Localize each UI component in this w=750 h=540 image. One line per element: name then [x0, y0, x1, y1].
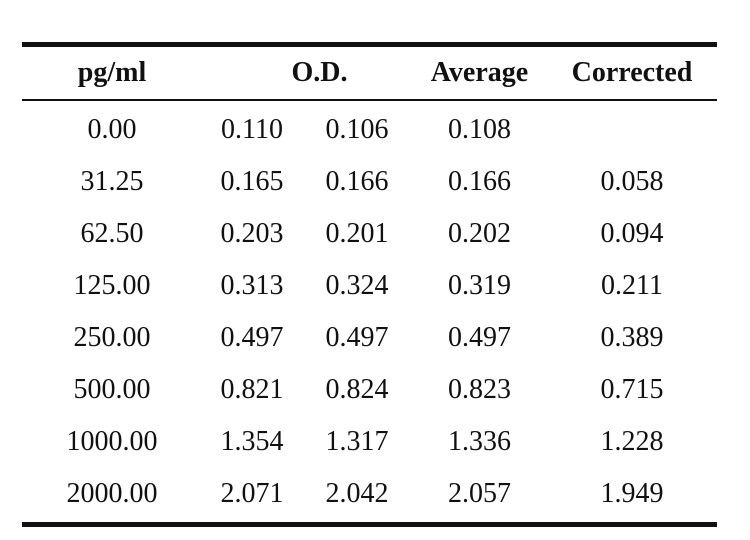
cell-od-2: 0.166: [325, 166, 389, 197]
cell-corrected: 0.058: [600, 166, 664, 197]
cell-od-2: 2.042: [325, 478, 389, 509]
header-od: O.D.: [291, 57, 348, 88]
cell-corrected: 0.211: [601, 270, 663, 301]
data-table: pg/ml O.D. Average Corrected 0.00 0.110 0.…: [22, 42, 717, 527]
cell-od-2: 1.317: [325, 426, 389, 457]
cell-concentration: 2000.00: [66, 478, 158, 509]
cell-corrected: 0.389: [600, 322, 664, 353]
header-concentration: pg/ml: [77, 57, 147, 88]
cell-corrected: [567, 104, 697, 156]
table-row: 62.50 0.203 0.201 0.202 0.094: [22, 208, 717, 260]
table-body: 0.00 0.110 0.106 0.108 31.25 0.165 0.166 0.166 0…: [22, 101, 717, 522]
table-row: 0.00 0.110 0.106 0.108: [22, 104, 717, 156]
cell-average: 0.202: [448, 218, 511, 249]
header-corrected: Corrected: [571, 57, 693, 88]
table-header-rule: [22, 99, 717, 101]
cell-od-1: 0.313: [220, 270, 284, 301]
cell-od-1: 0.497: [220, 322, 284, 353]
table-row: 1000.00 1.354 1.317 1.336 1.228: [22, 416, 717, 468]
cell-average: 1.336: [448, 426, 511, 457]
table-top-rule: [22, 42, 717, 47]
cell-od-1: 0.110: [221, 114, 283, 145]
cell-od-2: 0.106: [325, 114, 389, 145]
table-row: 31.25 0.165 0.166 0.166 0.058: [22, 156, 717, 208]
cell-average: 0.166: [448, 166, 511, 197]
table-row: 250.00 0.497 0.497 0.497 0.389: [22, 312, 717, 364]
cell-concentration: 1000.00: [66, 426, 158, 457]
cell-concentration: 125.00: [73, 270, 151, 301]
header-average: Average: [430, 57, 529, 88]
cell-corrected: 0.094: [600, 218, 664, 249]
cell-average: 0.497: [448, 322, 511, 353]
cell-average: 0.319: [448, 270, 511, 301]
table-row: 500.00 0.821 0.824 0.823 0.715: [22, 364, 717, 416]
cell-od-1: 0.821: [220, 374, 284, 405]
cell-average: 0.823: [448, 374, 511, 405]
table-row: 2000.00 2.071 2.042 2.057 1.949: [22, 468, 717, 520]
cell-concentration: 62.50: [80, 218, 144, 249]
cell-corrected: 1.949: [600, 478, 664, 509]
table-bottom-rule: [22, 522, 717, 527]
cell-od-2: 0.201: [325, 218, 389, 249]
cell-concentration: 500.00: [73, 374, 151, 405]
cell-corrected: 1.228: [600, 426, 664, 457]
cell-average: 2.057: [448, 478, 511, 509]
cell-od-1: 1.354: [220, 426, 284, 457]
cell-od-1: 2.071: [220, 478, 284, 509]
cell-od-2: 0.824: [325, 374, 389, 405]
cell-od-2: 0.324: [325, 270, 389, 301]
cell-concentration: 31.25: [80, 166, 144, 197]
cell-concentration: 0.00: [87, 114, 137, 145]
table-header-row: pg/ml O.D. Average Corrected: [22, 47, 717, 99]
cell-concentration: 250.00: [73, 322, 151, 353]
cell-corrected: 0.715: [600, 374, 664, 405]
cell-od-2: 0.497: [325, 322, 389, 353]
cell-od-1: 0.165: [220, 166, 284, 197]
cell-average: 0.108: [448, 114, 511, 145]
table-row: 125.00 0.313 0.324 0.319 0.211: [22, 260, 717, 312]
cell-od-1: 0.203: [220, 218, 284, 249]
